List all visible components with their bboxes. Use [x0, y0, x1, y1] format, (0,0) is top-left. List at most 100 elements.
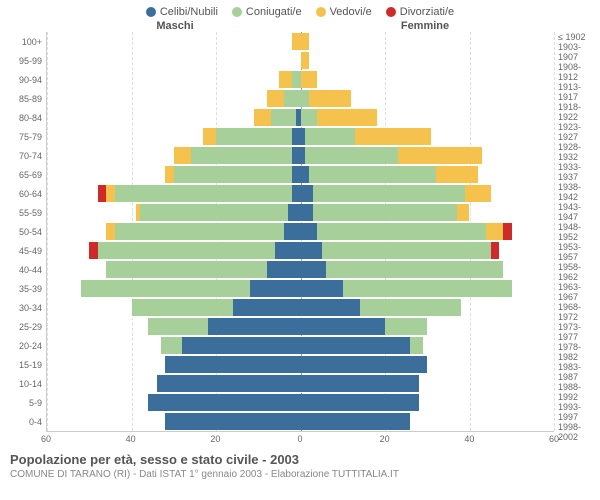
legend-label: Divorziati/e: [400, 6, 454, 18]
year-tick: 1923-1927: [558, 122, 596, 142]
segment: [301, 33, 309, 50]
segment: [203, 128, 216, 145]
year-tick: 1928-1932: [558, 142, 596, 162]
segment: [301, 90, 309, 107]
segment: [106, 261, 267, 278]
segment: [301, 242, 322, 259]
segment: [106, 223, 114, 240]
male-bar: [47, 127, 301, 146]
segment: [174, 166, 292, 183]
segment: [132, 299, 233, 316]
segment: [309, 166, 436, 183]
age-tick: 50-54: [19, 227, 42, 237]
segment: [267, 90, 284, 107]
male-bar: [47, 298, 301, 317]
bar-row: [47, 146, 554, 165]
bar-row: [47, 32, 554, 51]
year-tick: 1963-1967: [558, 282, 596, 302]
segment: [301, 185, 314, 202]
segment: [301, 204, 314, 221]
female-bar: [301, 298, 555, 317]
segment: [313, 185, 465, 202]
chart-source: COMUNE DI TARANO (RI) - Dati ISTAT 1° ge…: [10, 469, 590, 480]
segment: [191, 147, 292, 164]
male-bar: [47, 203, 301, 222]
segment: [292, 166, 300, 183]
segment: [503, 223, 511, 240]
segment: [165, 166, 173, 183]
x-tick: 20: [210, 434, 220, 444]
segment: [250, 280, 301, 297]
age-tick: 60-64: [19, 189, 42, 199]
segment: [491, 242, 499, 259]
male-bar: [47, 184, 301, 203]
male-bar: [47, 51, 301, 70]
legend-label: Coniugati/e: [246, 6, 302, 18]
segment: [301, 318, 386, 335]
bar-row: [47, 108, 554, 127]
age-tick: 70-74: [19, 151, 42, 161]
segment: [254, 109, 271, 126]
bar-row: [47, 70, 554, 89]
legend: Celibi/Nubili Coniugati/e Vedovi/e Divorzia…: [0, 0, 600, 20]
segment: [292, 33, 300, 50]
segment: [313, 204, 457, 221]
age-tick: 55-59: [19, 208, 42, 218]
bar-row: [47, 317, 554, 336]
year-tick: 1948-1952: [558, 222, 596, 242]
legend-label: Vedovi/e: [330, 6, 372, 18]
age-tick: 35-39: [19, 284, 42, 294]
male-bar: [47, 146, 301, 165]
segment: [292, 71, 300, 88]
female-bar: [301, 260, 555, 279]
segment: [322, 242, 491, 259]
segment: [279, 71, 292, 88]
male-bar: [47, 374, 301, 393]
bar-row: [47, 165, 554, 184]
segment: [148, 318, 207, 335]
segment: [275, 242, 300, 259]
bar-row: [47, 127, 554, 146]
segment: [89, 242, 97, 259]
segment: [301, 394, 419, 411]
female-bar: [301, 412, 555, 431]
segment: [457, 204, 470, 221]
segment: [301, 356, 428, 373]
male-bar: [47, 393, 301, 412]
chart-title: Popolazione per età, sesso e stato civil…: [10, 452, 590, 467]
segment: [301, 223, 318, 240]
segment: [355, 128, 431, 145]
bar-row: [47, 203, 554, 222]
male-bar: [47, 70, 301, 89]
x-tick: 60: [549, 434, 559, 444]
segment: [267, 261, 301, 278]
male-bar: [47, 279, 301, 298]
bar-row: [47, 184, 554, 203]
age-tick: 10-14: [19, 379, 42, 389]
year-tick: 1903-1907: [558, 42, 596, 62]
bar-row: [47, 279, 554, 298]
segment: [233, 299, 301, 316]
bars: [47, 32, 554, 431]
year-tick: 1978-1982: [558, 342, 596, 362]
legend-item: Celibi/Nubili: [146, 6, 218, 18]
year-tick: 1953-1957: [558, 242, 596, 262]
x-axis: 6040200204060: [0, 432, 600, 446]
year-tick: 1938-1942: [558, 182, 596, 202]
female-bar: [301, 222, 555, 241]
year-tick: 1983-1987: [558, 362, 596, 382]
age-axis: 100+95-9990-9485-8980-8475-7970-7465-696…: [4, 32, 46, 432]
segment: [301, 280, 343, 297]
age-tick: 0-4: [29, 417, 42, 427]
segment: [165, 413, 300, 430]
bar-row: [47, 393, 554, 412]
bar-row: [47, 374, 554, 393]
age-tick: 75-79: [19, 132, 42, 142]
age-tick: 15-19: [19, 360, 42, 370]
female-bar: [301, 70, 555, 89]
segment: [301, 375, 419, 392]
header-female: Femmine: [300, 20, 550, 32]
female-bar: [301, 89, 555, 108]
age-tick: 30-34: [19, 303, 42, 313]
segment: [284, 90, 301, 107]
